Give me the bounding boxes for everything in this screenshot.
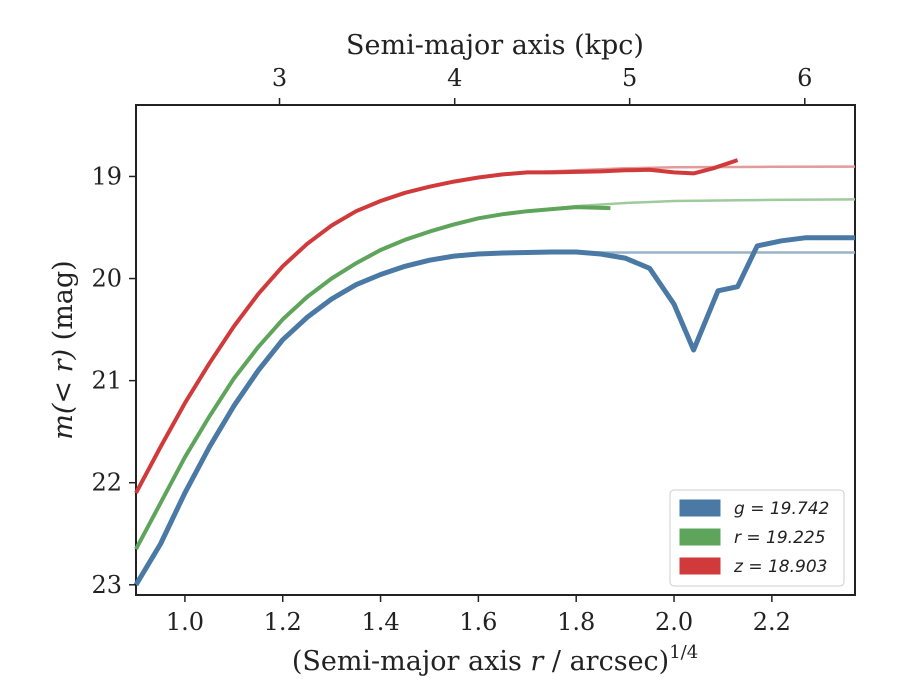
series-line-g [133,235,855,587]
x-tick-label: 1.0 [166,608,204,636]
legend-label-g: g = 19.742 [734,499,829,519]
y-tick-label: 22 [91,469,122,497]
plot-frame [135,104,856,596]
data-lines [133,158,855,587]
legend-label-z: z = 18.903 [733,557,827,577]
x-tick-label: 1.8 [557,608,595,636]
legend: g = 19.742 r = 19.225 z = 18.903 [669,489,845,587]
top-tick-label: 5 [622,64,637,92]
x-tick-label: 2.2 [753,608,791,636]
x-axis-title-tail: / arcsec) [543,646,669,677]
top-tick-label: 6 [797,64,812,92]
x-tick-label: 1.4 [361,608,399,636]
top-axis-ticks: 3 4 5 6 [272,64,812,105]
series-line-z [134,158,739,494]
series-line-r [134,205,611,551]
y-axis-title-unit: (mag) [48,260,79,349]
x-axis-ticks: 1.0 1.2 1.4 1.6 1.8 2.0 2.2 [166,595,791,636]
x-tick-label: 2.0 [655,608,693,636]
y-tick-label: 21 [91,367,122,395]
y-tick-label: 19 [91,162,122,190]
y-axis-title-pre: m( [48,402,79,440]
y-axis-ticks: 19 20 21 22 23 [91,162,136,599]
legend-label-r: r = 19.225 [734,528,826,548]
x-tick-label: 1.6 [459,608,497,636]
x-axis-title: (Semi-major axis r / arcsec)1/4 [292,642,698,677]
legend-swatch-z [679,557,721,575]
y-tick-label: 20 [91,265,122,293]
y-axis-title-post-paren: ) [48,349,79,361]
y-axis-title: m(< r) (mag) [48,260,79,439]
top-tick-label: 3 [272,64,287,92]
legend-swatch-r [679,528,721,546]
top-axis-title: Semi-major axis (kpc) [346,30,644,61]
y-tick-label: 23 [91,571,122,599]
x-axis-title-var: r [530,646,545,677]
x-tick-label: 1.2 [264,608,302,636]
legend-swatch-g [679,499,721,517]
top-tick-label: 4 [447,64,462,92]
x-axis-title-main: (Semi-major axis [292,646,531,677]
x-axis-title-sup: 1/4 [669,642,698,663]
y-axis-title-mid: < r [48,357,79,403]
